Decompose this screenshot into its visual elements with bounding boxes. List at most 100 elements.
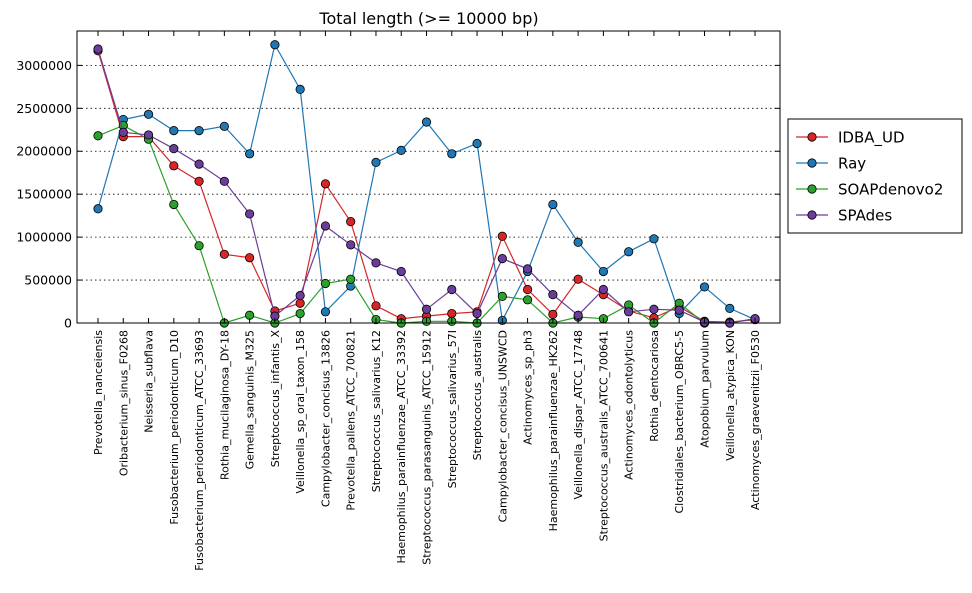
data-point xyxy=(371,301,381,311)
x-tick-label: Actinomyces_graevenitzii_F0530 xyxy=(749,330,762,510)
x-tick-label: Prevotella_nanceiensis xyxy=(92,330,105,455)
data-point xyxy=(320,221,331,231)
series-ray xyxy=(93,40,760,326)
x-tick-label: Actinomyces_odontolyticus xyxy=(623,330,636,480)
legend-item: SOAPdenovo2 xyxy=(796,181,943,199)
data-point xyxy=(295,308,305,319)
data-point xyxy=(245,253,255,263)
x-tick-label: Veillonella_sp_oral_taxon_158 xyxy=(294,330,307,494)
series-spades xyxy=(93,44,760,328)
series-soapdenovo2 xyxy=(93,120,760,328)
data-point xyxy=(371,258,381,268)
data-point xyxy=(169,144,179,154)
x-tick-label: Streptococcus_infantis_X xyxy=(269,330,282,468)
x-tick-label: Fusobacterium_periodonticum_D10 xyxy=(168,330,181,525)
data-point xyxy=(346,274,356,284)
series-idba_ud xyxy=(93,46,760,327)
x-axis: Prevotella_nanceiensis Oribacterium_sinus… xyxy=(92,31,762,571)
x-tick-label: Prevotella_pallens_ATCC_700821 xyxy=(345,330,358,511)
data-point xyxy=(93,204,103,214)
data-point xyxy=(219,176,229,186)
data-point xyxy=(93,44,103,54)
data-point xyxy=(497,231,507,241)
series-line xyxy=(97,50,756,323)
series-layer xyxy=(93,40,760,328)
y-tick-label: 2000000 xyxy=(16,144,72,159)
x-tick-label: Campylobacter_concisus_13826 xyxy=(319,330,332,507)
x-tick-label: Rothia_mucilaginosa_DY-18 xyxy=(218,330,231,480)
data-point xyxy=(472,308,482,319)
data-point xyxy=(649,304,659,314)
data-point xyxy=(598,284,609,295)
data-point xyxy=(93,131,103,141)
x-tick-label: Streptococcus_parasanguinis_ATCC_15912 xyxy=(421,330,434,565)
x-tick-label: Atopobium_parvulum xyxy=(698,330,711,448)
x-tick-label: Neisseria_subflava xyxy=(143,330,156,433)
data-point xyxy=(522,264,533,274)
legend-item: Ray xyxy=(796,155,866,173)
legend-item: SPAdes xyxy=(796,207,892,225)
data-point xyxy=(169,161,179,171)
x-tick-label: Streptococcus_australis_ATCC_700641 xyxy=(597,330,610,541)
x-tick-label: Campylobacter_concisus_UNSWCD xyxy=(496,330,509,522)
data-point xyxy=(497,291,507,301)
data-point xyxy=(320,278,331,289)
x-tick-label: Streptococcus_australis xyxy=(471,330,484,461)
x-tick-label: Veillonella_dispar_ATCC_17748 xyxy=(572,330,585,500)
data-point xyxy=(371,157,381,167)
data-point xyxy=(270,40,280,50)
data-point xyxy=(169,126,179,136)
plot-area xyxy=(76,30,781,324)
legend-marker xyxy=(807,184,817,194)
legend: IDBA_UD Ray SOAPdenovo2 SPAdes xyxy=(787,118,963,234)
data-point xyxy=(346,217,356,227)
legend-label: Ray xyxy=(838,155,866,173)
y-axis: 0 500000 1000000 1500000 2000000 2500000 30000… xyxy=(16,58,780,331)
y-tick-label: 1000000 xyxy=(16,230,72,245)
data-point xyxy=(194,159,204,169)
legend-label: SPAdes xyxy=(838,207,892,225)
y-tick-label: 1500000 xyxy=(16,187,72,202)
series-line xyxy=(97,124,756,324)
data-point xyxy=(522,284,533,295)
data-point xyxy=(522,295,533,305)
data-point xyxy=(194,176,204,186)
legend-marker xyxy=(807,210,817,220)
data-point xyxy=(674,305,684,315)
data-point xyxy=(624,247,634,257)
data-point xyxy=(320,307,331,317)
data-point xyxy=(598,266,609,277)
chart-title: Total length (>= 10000 bp) xyxy=(318,9,538,28)
x-tick-label: Clostridiales_bacterium_OBRC5-5 xyxy=(673,330,686,514)
legend-label: SOAPdenovo2 xyxy=(838,181,943,199)
data-point xyxy=(295,298,305,308)
data-point xyxy=(497,253,507,264)
data-point xyxy=(169,199,179,210)
data-point xyxy=(194,241,204,251)
x-tick-label: Actinomyces_sp_ph3 xyxy=(522,330,535,445)
x-tick-label: Oribacterium_sinus_F0268 xyxy=(117,330,130,476)
data-point xyxy=(295,84,305,95)
data-point xyxy=(421,304,432,314)
x-tick-label: Haemophilus_parainfluenzae_ATCC_33392 xyxy=(395,330,408,564)
data-point xyxy=(396,266,406,277)
data-point xyxy=(396,145,406,155)
data-point xyxy=(143,130,154,140)
data-point xyxy=(194,126,204,136)
x-tick-label: Fusobacterium_periodonticum_ATCC_33693 xyxy=(193,330,206,571)
x-tick-label: Haemophilus_parainfluenzae_HK262 xyxy=(547,330,560,531)
data-point xyxy=(447,149,457,159)
data-point xyxy=(573,274,583,284)
data-point xyxy=(447,284,457,295)
y-tick-label: 0 xyxy=(64,316,72,331)
data-point xyxy=(295,290,305,301)
legend-box xyxy=(787,118,963,234)
x-tick-label: Veillonella_atypica_KON xyxy=(724,330,737,461)
legend-item: IDBA_UD xyxy=(796,129,905,148)
grid-lines xyxy=(77,64,780,281)
data-point xyxy=(219,249,229,259)
data-point xyxy=(548,290,558,300)
data-point xyxy=(421,117,432,127)
legend-marker xyxy=(807,132,817,142)
